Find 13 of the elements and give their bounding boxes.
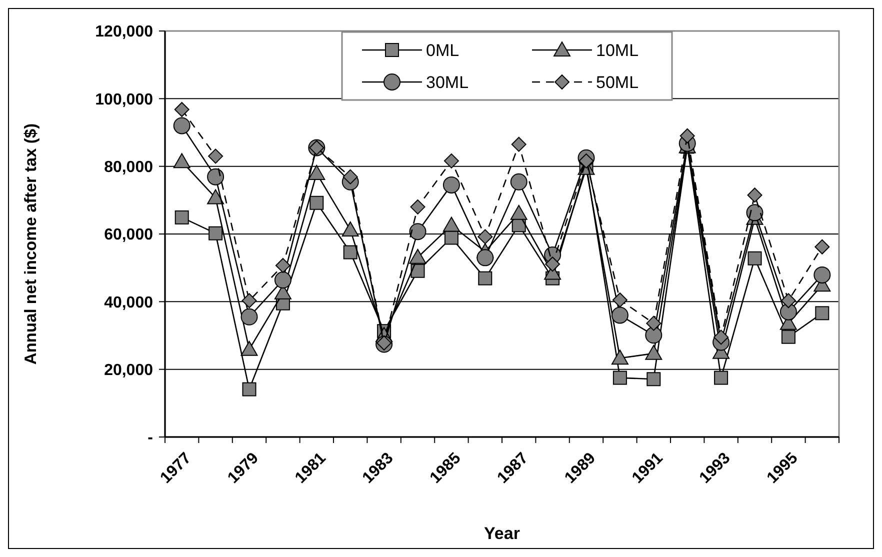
y-tick-label: 60,000 — [104, 226, 154, 244]
y-tick-label: 40,000 — [104, 294, 154, 312]
legend-label: 0ML — [426, 40, 460, 60]
legend-label: 30ML — [426, 72, 469, 92]
legend-label: 50ML — [596, 72, 639, 92]
y-tick-label: - — [148, 430, 153, 447]
y-axis-title: Annual net income after tax ($) — [22, 123, 40, 365]
legend-label: 10ML — [596, 40, 639, 60]
y-tick-label: 80,000 — [104, 158, 154, 176]
y-tick-label: 20,000 — [104, 362, 154, 379]
y-tick-label: 120,000 — [95, 24, 154, 41]
x-axis-title: Year — [484, 524, 520, 543]
y-tick-label: 100,000 — [95, 91, 154, 108]
